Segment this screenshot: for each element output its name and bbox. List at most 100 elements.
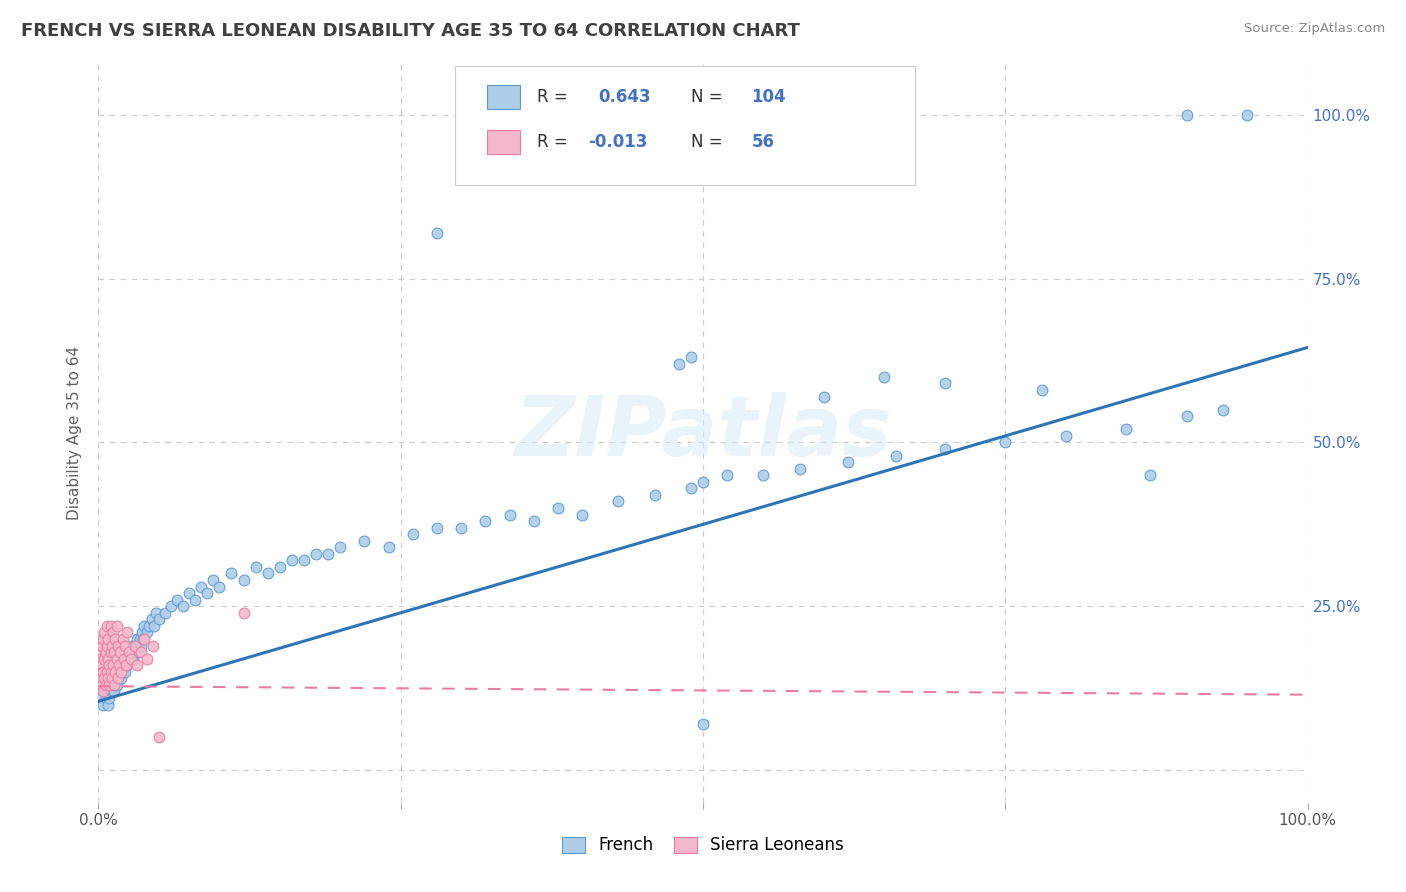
Point [107,671,129,685]
Point [101,658,124,673]
Point [813,390,835,404]
Point [994,435,1017,450]
Point [837,455,859,469]
Point [89,645,111,659]
Point [97,671,120,685]
Point [96,639,118,653]
Point [98,658,121,673]
Point [202,573,225,587]
Point [143,619,166,633]
Point [105,651,128,665]
Point [91,665,114,679]
Point [127,632,149,646]
Point [112,651,135,665]
Point [117,658,139,673]
Point [692,475,714,489]
Point [571,508,593,522]
Point [127,645,149,659]
Point [104,632,127,646]
Point [160,599,183,614]
Point [108,665,131,679]
Point [122,651,145,665]
Point [426,521,449,535]
Point [195,586,218,600]
Point [91,684,114,698]
Point [474,514,496,528]
Point [97,651,120,665]
Point [208,580,231,594]
Point [141,612,163,626]
Point [114,639,136,653]
Point [110,665,132,679]
Point [105,658,128,673]
Point [93,678,115,692]
Point [96,619,118,633]
Point [107,671,129,685]
Point [281,553,304,567]
Point [402,527,425,541]
Point [132,632,155,646]
Text: R =: R = [537,88,574,106]
Point [1054,429,1077,443]
Bar [486,130,520,153]
Point [547,500,569,515]
Point [145,606,167,620]
Point [118,651,141,665]
Point [96,684,118,698]
Point [679,351,702,365]
Point [134,632,156,646]
Point [110,671,132,685]
FancyBboxPatch shape [456,66,915,185]
Point [101,665,124,679]
Point [100,619,122,633]
Text: -0.013: -0.013 [588,133,648,151]
Text: 0.643: 0.643 [598,88,651,106]
Point [117,625,139,640]
Point [426,226,449,240]
Point [934,376,956,391]
Point [135,625,157,640]
Point [934,442,956,456]
Point [108,658,131,673]
Text: R =: R = [537,133,574,151]
Bar [486,86,520,109]
Point [91,690,114,705]
Point [124,639,146,653]
Point [125,639,148,653]
Point [148,612,170,626]
Point [129,639,152,653]
Point [93,671,115,685]
Legend: French, Sierra Leoneans: French, Sierra Leoneans [555,830,851,861]
Point [138,619,160,633]
Point [93,651,115,665]
Point [101,625,124,640]
Point [873,370,896,384]
Point [114,665,136,679]
Point [256,566,278,581]
Point [105,678,128,692]
Point [112,658,135,673]
Point [752,468,775,483]
Point [498,508,520,522]
Point [118,645,141,659]
Point [91,678,114,692]
Y-axis label: Disability Age 35 to 64: Disability Age 35 to 64 [67,345,83,520]
Point [377,541,399,555]
Point [644,488,666,502]
Point [115,651,138,665]
Point [108,658,131,673]
Point [100,645,122,659]
Point [450,521,472,535]
Point [103,645,125,659]
Point [166,592,188,607]
Point [111,632,134,646]
Point [353,533,375,548]
Point [100,684,122,698]
Point [115,658,138,673]
Point [94,645,117,659]
Point [142,639,165,653]
Point [98,678,121,692]
Text: 104: 104 [751,88,786,106]
Point [124,645,146,659]
Point [245,560,267,574]
